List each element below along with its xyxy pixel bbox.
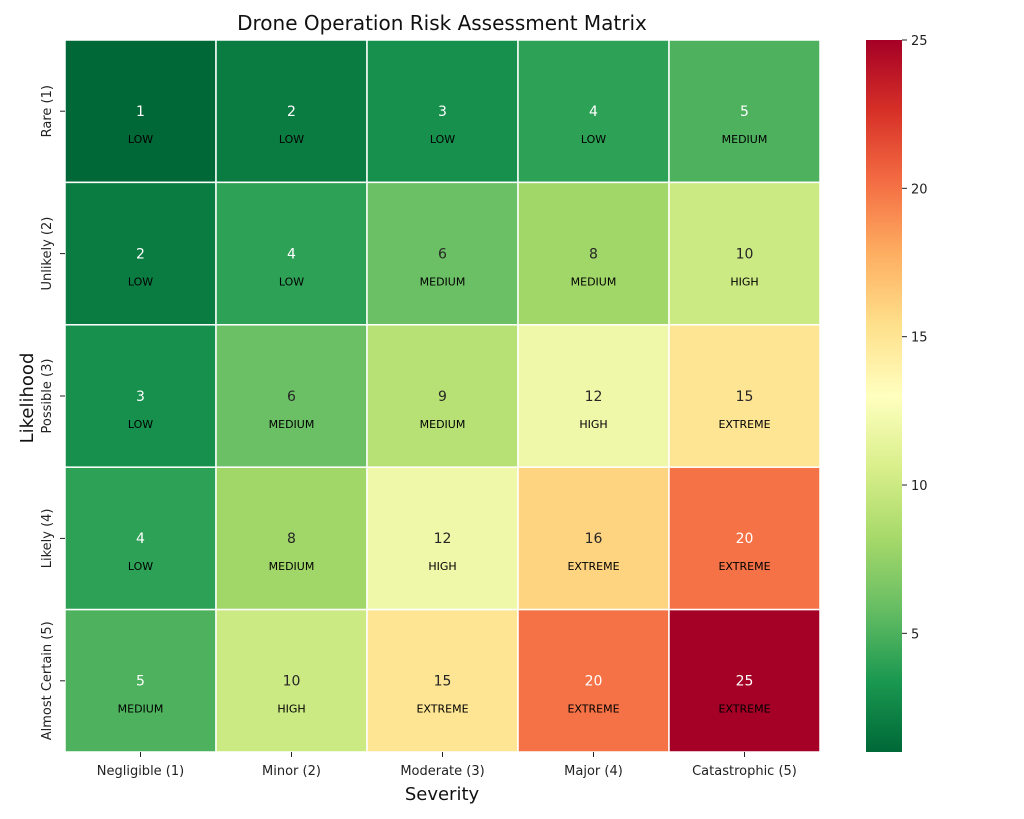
heatmap-cell <box>668 466 821 611</box>
heatmap-cell <box>215 608 368 753</box>
cell-risk-level-label: MEDIUM <box>420 418 466 431</box>
cell-value-label: 2 <box>287 104 296 120</box>
x-tick-label: Moderate (3) <box>400 764 484 779</box>
cell-risk-level-label: EXTREME <box>718 703 770 716</box>
heatmap-cell <box>668 39 821 184</box>
cell-value-label: 5 <box>136 674 145 690</box>
colorbar-tick-label: 5 <box>911 627 919 642</box>
heatmap-cell <box>517 39 670 184</box>
colorbar-tick-label: 15 <box>911 331 928 346</box>
cell-value-label: 8 <box>589 246 598 262</box>
cell-risk-level-label: MEDIUM <box>571 275 617 288</box>
y-tick-label: Rare (1) <box>40 85 55 137</box>
cell-risk-level-label: LOW <box>279 275 304 288</box>
cell-value-label: 6 <box>438 246 447 262</box>
cell-value-label: 5 <box>740 104 749 120</box>
cell-value-label: 8 <box>287 531 296 547</box>
heatmap-cell <box>366 181 519 326</box>
colorbar-tick-label: 25 <box>911 34 928 49</box>
cell-value-label: 12 <box>434 531 452 547</box>
heatmap-cell <box>668 608 821 753</box>
cell-risk-level-label: MEDIUM <box>269 418 315 431</box>
cell-risk-level-label: HIGH <box>428 560 456 573</box>
cell-risk-level-label: EXTREME <box>567 560 619 573</box>
heatmap-cell <box>668 324 821 468</box>
cell-risk-level-label: LOW <box>128 275 153 288</box>
x-axis-label: Severity <box>405 784 480 805</box>
colorbar <box>866 40 902 752</box>
cell-risk-level-label: MEDIUM <box>118 703 164 716</box>
colorbar-tick-label: 10 <box>911 479 928 494</box>
cell-value-label: 9 <box>438 389 447 405</box>
y-tick-label: Almost Certain (5) <box>40 621 55 740</box>
cell-value-label: 6 <box>287 389 296 405</box>
heatmap-cell <box>64 608 217 753</box>
colorbar-ticks: 5 10 15 20 25 <box>902 34 928 642</box>
heatmap-cell <box>366 466 519 611</box>
heatmap-cell <box>366 39 519 184</box>
cell-risk-level-label: LOW <box>128 560 153 573</box>
heatmap-cell <box>215 466 368 611</box>
cell-risk-level-label: EXTREME <box>416 703 468 716</box>
heatmap-cell <box>64 181 217 326</box>
cell-value-label: 20 <box>736 531 754 547</box>
cell-value-label: 25 <box>736 674 754 690</box>
cell-value-label: 4 <box>136 531 145 547</box>
heatmap-cell <box>668 181 821 326</box>
cell-value-label: 15 <box>434 674 452 690</box>
x-tick-label: Negligible (1) <box>97 764 184 779</box>
heatmap-cell <box>215 39 368 184</box>
cell-value-label: 1 <box>136 104 145 120</box>
heatmap-cell <box>215 324 368 468</box>
cell-value-label: 16 <box>585 531 603 547</box>
x-tick-label: Major (4) <box>564 764 623 779</box>
cell-risk-level-label: EXTREME <box>718 418 770 431</box>
y-tick-label: Unlikely (2) <box>40 217 55 291</box>
x-tick-label: Minor (2) <box>262 764 321 779</box>
cell-risk-level-label: MEDIUM <box>722 133 768 146</box>
chart-title: Drone Operation Risk Assessment Matrix <box>237 11 647 35</box>
x-axis-ticks: Negligible (1) Minor (2) Moderate (3) Major… <box>97 752 797 779</box>
cell-risk-level-label: LOW <box>279 133 304 146</box>
cell-risk-level-label: LOW <box>128 418 153 431</box>
colorbar-tick-label: 20 <box>911 182 928 197</box>
heatmap-cell <box>366 324 519 468</box>
y-axis-label: Likelihood <box>17 353 38 444</box>
cell-risk-level-label: HIGH <box>277 703 305 716</box>
cell-value-label: 12 <box>585 389 603 405</box>
cell-risk-level-label: EXTREME <box>567 703 619 716</box>
cell-value-label: 20 <box>585 674 603 690</box>
cell-value-label: 4 <box>287 246 296 262</box>
cell-risk-level-label: HIGH <box>730 275 758 288</box>
heatmap-cell <box>517 324 670 468</box>
cell-value-label: 2 <box>136 246 145 262</box>
cell-risk-level-label: HIGH <box>579 418 607 431</box>
y-axis-ticks: Rare (1) Unlikely (2) Possible (3) Likely (… <box>40 85 65 740</box>
cell-value-label: 15 <box>736 389 754 405</box>
heatmap-cells: 1 LOW 2 LOW 3 LOW 4 LOW 5 MEDIUM 2 LOW 4 LOW 6 MEDIUM 8 M… <box>64 39 821 753</box>
cell-risk-level-label: MEDIUM <box>420 275 466 288</box>
cell-risk-level-label: LOW <box>128 133 153 146</box>
cell-value-label: 10 <box>736 246 754 262</box>
heatmap-cell <box>517 466 670 611</box>
cell-value-label: 4 <box>589 104 598 120</box>
heatmap-cell <box>64 39 217 184</box>
heatmap-cell <box>366 608 519 753</box>
x-tick-label: Catastrophic (5) <box>692 764 797 779</box>
y-tick-label: Possible (3) <box>40 359 55 434</box>
cell-value-label: 3 <box>438 104 447 120</box>
cell-risk-level-label: MEDIUM <box>269 560 315 573</box>
cell-value-label: 3 <box>136 389 145 405</box>
cell-value-label: 10 <box>283 674 301 690</box>
cell-risk-level-label: LOW <box>430 133 455 146</box>
y-tick-label: Likely (4) <box>40 509 55 569</box>
cell-risk-level-label: LOW <box>581 133 606 146</box>
cell-risk-level-label: EXTREME <box>718 560 770 573</box>
